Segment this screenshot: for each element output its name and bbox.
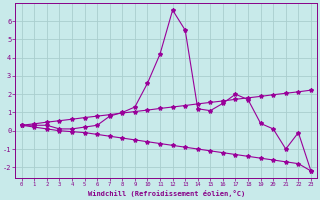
X-axis label: Windchill (Refroidissement éolien,°C): Windchill (Refroidissement éolien,°C): [88, 190, 245, 197]
